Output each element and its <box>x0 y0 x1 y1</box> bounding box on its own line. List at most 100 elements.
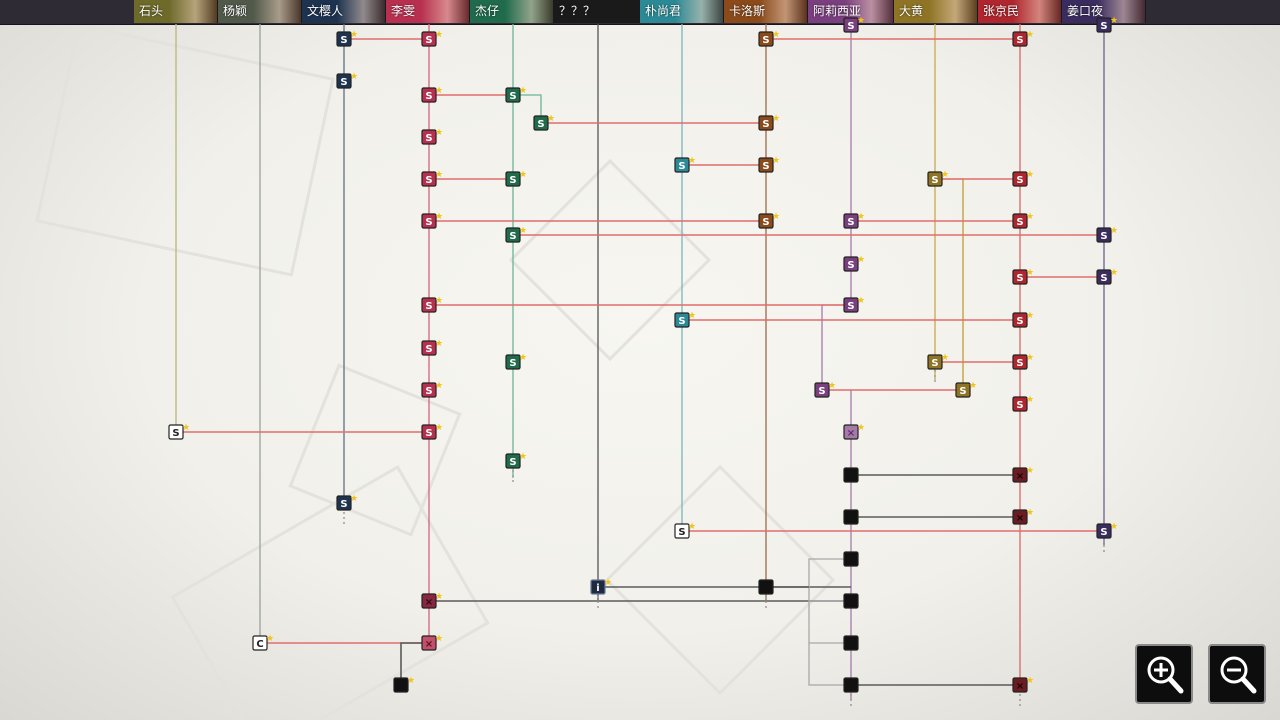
tab-jiang[interactable]: 姜口夜 <box>1062 0 1146 23</box>
save-node-zhang[interactable]: S ★ <box>1012 268 1034 285</box>
star-icon: ★ <box>435 86 443 96</box>
zoom-out-button[interactable] <box>1208 644 1266 704</box>
save-node-shitou[interactable]: S ★ <box>168 423 190 440</box>
save-node-jiezai[interactable]: S ★ <box>505 452 527 469</box>
star-icon: ★ <box>1110 522 1118 532</box>
svg-text:S: S <box>847 260 854 271</box>
save-node-zhang[interactable]: S ★ <box>1012 30 1034 47</box>
zoom-in-button[interactable] <box>1135 644 1193 704</box>
save-node-jiang[interactable]: S ★ <box>1096 226 1118 243</box>
svg-text:S: S <box>762 119 769 130</box>
save-node-wenying[interactable]: S ★ <box>336 494 358 511</box>
save-node-dahuang[interactable]: S ★ <box>955 381 977 398</box>
tab-unknown[interactable]: ？？？ <box>554 0 640 23</box>
svg-text:S: S <box>762 35 769 46</box>
tab-dahuang[interactable]: 大黄 <box>894 0 978 23</box>
locked-node-li[interactable]: × ★ <box>421 592 443 609</box>
tab-wenying-portrait <box>337 0 385 23</box>
event-node[interactable] <box>843 593 859 609</box>
svg-text:S: S <box>678 316 685 327</box>
event-node[interactable]: ★ <box>393 676 415 693</box>
save-node-jiang[interactable]: S ★ <box>1096 16 1118 33</box>
save-node-jiezai[interactable]: S ★ <box>505 226 527 243</box>
save-node-alicia[interactable]: S ★ <box>843 212 865 229</box>
locked-node-alicia[interactable]: × ★ <box>843 423 865 440</box>
svg-text:C: C <box>256 639 263 650</box>
save-node-carlos[interactable]: S ★ <box>758 30 780 47</box>
save-node-li[interactable]: S ★ <box>421 170 443 187</box>
star-icon: ★ <box>435 170 443 180</box>
save-node-alicia[interactable]: S ★ <box>814 381 836 398</box>
save-node-li[interactable]: S ★ <box>421 381 443 398</box>
event-node[interactable] <box>843 551 859 567</box>
save-node-zhang[interactable]: S ★ <box>1012 395 1034 412</box>
svg-text:S: S <box>847 301 854 312</box>
save-node-dahuang[interactable]: S ★ <box>927 353 949 370</box>
svg-text:S: S <box>425 386 432 397</box>
tab-zhang[interactable]: 张京民 <box>978 0 1062 23</box>
star-icon: ★ <box>1026 212 1034 222</box>
save-node-zhang[interactable]: S ★ <box>1012 311 1034 328</box>
tab-li[interactable]: 李雯 <box>386 0 470 23</box>
save-node-jiang[interactable]: S ★ <box>1096 522 1118 539</box>
save-node-li[interactable]: S ★ <box>421 212 443 229</box>
star-icon: ★ <box>857 423 865 433</box>
event-node[interactable] <box>843 509 859 525</box>
svg-text:S: S <box>1100 21 1107 32</box>
save-node-pu[interactable]: S ★ <box>674 522 696 539</box>
tab-carlos-label: 卡洛斯 <box>729 4 766 18</box>
locked-node-li[interactable]: × ★ <box>421 634 443 651</box>
event-node[interactable] <box>843 467 859 483</box>
save-node-wenying[interactable]: S ★ <box>336 30 358 47</box>
choice-node[interactable]: C ★ <box>252 634 274 651</box>
save-node-dahuang[interactable]: S ★ <box>927 170 949 187</box>
save-node-alicia[interactable]: S ★ <box>843 296 865 313</box>
event-node[interactable] <box>758 579 774 595</box>
save-node-jiezai[interactable]: S ★ <box>505 353 527 370</box>
save-node-zhang[interactable]: S ★ <box>1012 212 1034 229</box>
svg-text:S: S <box>425 428 432 439</box>
svg-text:S: S <box>425 344 432 355</box>
tab-wenying[interactable]: 文樱人 <box>302 0 386 23</box>
save-node-carlos[interactable]: S ★ <box>758 156 780 173</box>
save-node-carlos[interactable]: S ★ <box>758 114 780 131</box>
save-node-li[interactable]: S ★ <box>421 296 443 313</box>
save-node-alicia[interactable]: S ★ <box>843 255 865 272</box>
save-node-li[interactable]: S ★ <box>421 30 443 47</box>
save-node-zhang[interactable]: S ★ <box>1012 353 1034 370</box>
tab-shitou[interactable]: 石头 <box>134 0 218 23</box>
tab-jiezai[interactable]: 杰仔 <box>470 0 554 23</box>
save-node-jiezai[interactable]: S ★ <box>533 114 555 131</box>
star-icon: ★ <box>435 423 443 433</box>
save-node-zhang[interactable]: S ★ <box>1012 170 1034 187</box>
tab-carlos[interactable]: 卡洛斯 <box>724 0 808 23</box>
svg-text:×: × <box>1016 681 1024 692</box>
save-node-wenying[interactable]: S ★ <box>336 72 358 89</box>
save-node-li[interactable]: S ★ <box>421 339 443 356</box>
star-icon: ★ <box>772 30 780 40</box>
star-icon: ★ <box>435 592 443 602</box>
star-icon: ★ <box>1026 508 1034 518</box>
tab-pu[interactable]: 朴尚君 <box>640 0 724 23</box>
event-node[interactable] <box>843 677 859 693</box>
star-icon: ★ <box>857 255 865 265</box>
info-node[interactable]: i ★ <box>590 578 612 595</box>
save-node-pu[interactable]: S ★ <box>674 156 696 173</box>
tab-yangying[interactable]: 杨颖 <box>218 0 302 23</box>
save-node-jiezai[interactable]: S ★ <box>505 86 527 103</box>
save-node-li[interactable]: S ★ <box>421 86 443 103</box>
locked-node-zhang[interactable]: × ★ <box>1012 676 1034 693</box>
tab-dahuang-portrait <box>929 0 977 23</box>
locked-node-zhang[interactable]: × ★ <box>1012 466 1034 483</box>
save-node-li[interactable]: S ★ <box>421 128 443 145</box>
save-node-jiezai[interactable]: S ★ <box>505 170 527 187</box>
locked-node-zhang[interactable]: × ★ <box>1012 508 1034 525</box>
save-node-alicia[interactable]: S ★ <box>843 16 865 33</box>
save-node-carlos[interactable]: S ★ <box>758 212 780 229</box>
tab-alicia[interactable]: 阿莉西亚 <box>808 0 894 23</box>
save-node-pu[interactable]: S ★ <box>674 311 696 328</box>
save-node-li[interactable]: S ★ <box>421 423 443 440</box>
tab-jiang-portrait <box>1097 0 1145 23</box>
save-node-jiang[interactable]: S ★ <box>1096 268 1118 285</box>
event-node[interactable] <box>843 635 859 651</box>
